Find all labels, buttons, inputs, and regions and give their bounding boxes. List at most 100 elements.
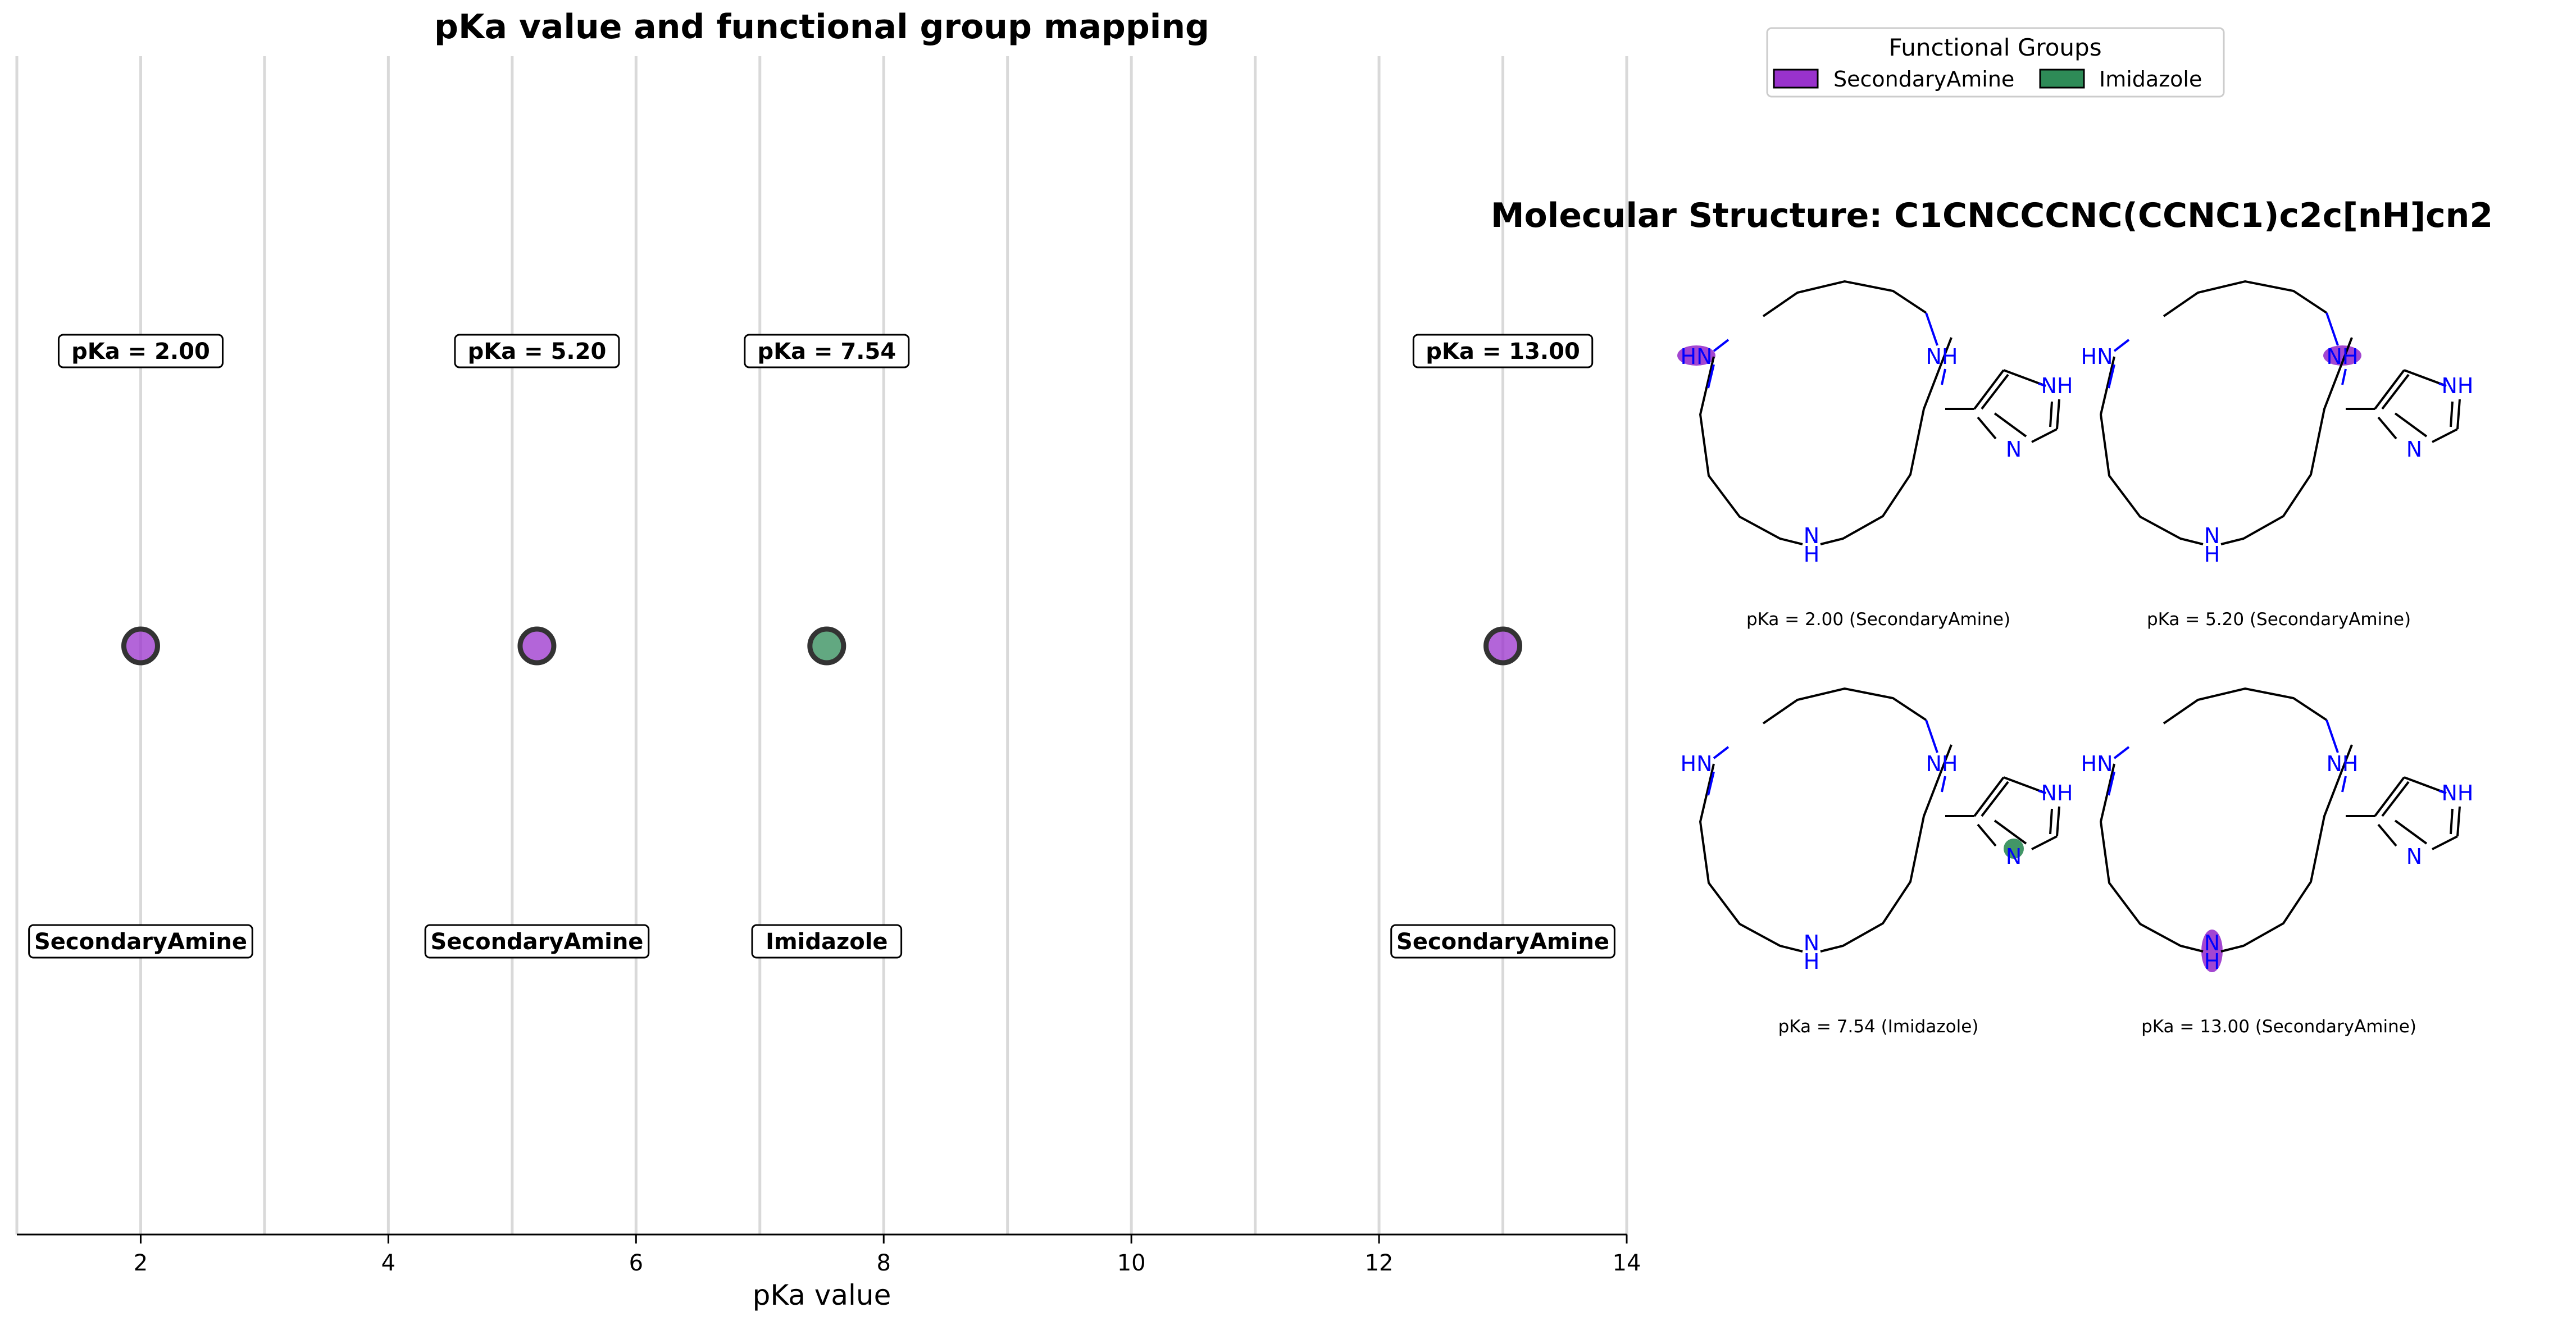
- n-bond: [1707, 771, 1715, 796]
- atom-label: NH: [2041, 781, 2073, 805]
- n-bond: [2038, 790, 2046, 794]
- n-bond: [2325, 719, 2339, 753]
- atom-label: NH: [2442, 374, 2474, 398]
- atom-label: N: [2406, 437, 2422, 462]
- pka-label-box: [57, 334, 224, 368]
- pka-label-text: pKa = 2.00: [71, 339, 210, 365]
- legend-swatch-secondaryamine: [1773, 69, 1819, 89]
- group-label-text: SecondaryAmine: [430, 929, 643, 955]
- atom-label: N: [1804, 523, 1819, 548]
- n-bond: [1713, 339, 1730, 352]
- legend-swatch-imidazole: [2039, 69, 2085, 89]
- n-bond: [1713, 746, 1730, 759]
- atom-label: N: [2006, 844, 2022, 869]
- atom-label: N: [2204, 523, 2220, 548]
- data-point: [807, 626, 846, 666]
- atom-highlight: [2323, 345, 2361, 366]
- molecule-caption: pKa = 2.00 (SecondaryAmine): [1746, 609, 2010, 630]
- group-label-text: SecondaryAmine: [1396, 929, 1609, 955]
- pka-label-box: [454, 334, 620, 368]
- x-tick-label: 8: [877, 1250, 891, 1276]
- x-tick-label: 12: [1365, 1250, 1394, 1276]
- atom-label: NH: [2327, 344, 2359, 369]
- group-label-box: [424, 924, 650, 959]
- atom-label: NH: [1926, 751, 1958, 776]
- molecule-caption: pKa = 13.00 (SecondaryAmine): [2141, 1017, 2416, 1037]
- atom-highlight: [1677, 345, 1715, 366]
- atom-label: HN: [2081, 751, 2113, 776]
- pka-label: pKa = 5.20: [454, 334, 620, 368]
- n-bond: [2438, 790, 2447, 794]
- molecule-drawing: [1699, 687, 2060, 953]
- atom-label: NH: [2041, 374, 2073, 398]
- atom-label: NH: [1926, 344, 1958, 369]
- atom-highlight: [2201, 930, 2223, 972]
- group-label: Imidazole: [751, 924, 903, 959]
- n-bond: [1925, 719, 1938, 753]
- data-points: [121, 626, 1523, 666]
- legend: Functional Groups SecondaryAmine Imidazo…: [1766, 27, 2225, 98]
- n-bond: [1941, 368, 1946, 385]
- n-bond: [2341, 776, 2347, 792]
- x-tick-label: 6: [629, 1250, 643, 1276]
- x-tick-label: 10: [1117, 1250, 1146, 1276]
- data-point: [1483, 626, 1523, 666]
- data-point: [517, 626, 557, 666]
- atom-label: N: [2204, 931, 2220, 955]
- group-label-box: [751, 924, 903, 959]
- atom-highlight: [2004, 839, 2024, 859]
- pka-label: pKa = 7.54: [744, 334, 910, 368]
- n-bond: [2113, 746, 2130, 759]
- legend-label-imidazole: Imidazole: [2099, 67, 2202, 92]
- atom-label: H: [1804, 949, 1820, 974]
- pka-label-box: [744, 334, 910, 368]
- group-label-box: [1390, 924, 1615, 959]
- atom-label: H: [1804, 542, 1820, 567]
- n-bond: [1941, 776, 1946, 792]
- group-labels: SecondaryAmine SecondaryAmine Imidazole Sec…: [28, 924, 1615, 959]
- pka-label: pKa = 2.00: [57, 334, 224, 368]
- atom-label: N: [2006, 437, 2022, 462]
- n-bond: [2438, 382, 2447, 387]
- pka-label: pKa = 13.00: [1412, 334, 1594, 368]
- atom-label: N: [2406, 844, 2422, 869]
- atom-label: HN: [2081, 344, 2113, 369]
- group-label-text: Imidazole: [766, 929, 888, 955]
- atom-label: N: [1804, 931, 1819, 955]
- n-bond: [2108, 364, 2115, 389]
- pka-label-text: pKa = 13.00: [1426, 339, 1580, 365]
- molecule-caption: pKa = 5.20 (SecondaryAmine): [2147, 609, 2411, 630]
- x-tick-label: 14: [1613, 1250, 1641, 1276]
- pka-label-text: pKa = 7.54: [757, 339, 896, 365]
- molecule-caption: pKa = 7.54 (Imidazole): [1778, 1017, 1979, 1037]
- n-bond: [2108, 771, 2115, 796]
- x-axis-label: pKa value: [753, 1279, 891, 1311]
- legend-frame: [1766, 27, 2225, 98]
- pka-labels: pKa = 2.00 pKa = 5.20 pKa = 7.54 pKa = 13.0…: [57, 334, 1594, 368]
- molecule-drawing: [2100, 280, 2461, 545]
- n-bond: [1707, 364, 1715, 389]
- atom-label: HN: [1681, 751, 1713, 776]
- atom-label: NH: [2442, 781, 2474, 805]
- n-bond: [1925, 312, 1938, 346]
- legend-label-secondaryamine: SecondaryAmine: [1833, 67, 2014, 92]
- n-bond: [2038, 382, 2046, 387]
- molecule-drawing: [1699, 280, 2060, 545]
- pka-label-text: pKa = 5.20: [468, 339, 607, 365]
- group-label-box: [28, 924, 253, 959]
- pka-chart: 2 4 6 8 10 12 14 pKa = 2.00 pKa = 5.20 pKa = 7.5…: [15, 7, 1641, 1311]
- x-tick-label: 2: [134, 1250, 148, 1276]
- n-bond: [2325, 312, 2339, 346]
- atom-label: NH: [2327, 751, 2359, 776]
- group-label-text: SecondaryAmine: [34, 929, 247, 955]
- group-label: SecondaryAmine: [424, 924, 650, 959]
- atom-label: HN: [1681, 344, 1713, 369]
- pka-label-box: [1412, 334, 1594, 368]
- data-point: [121, 626, 160, 666]
- atom-label: H: [2204, 949, 2220, 974]
